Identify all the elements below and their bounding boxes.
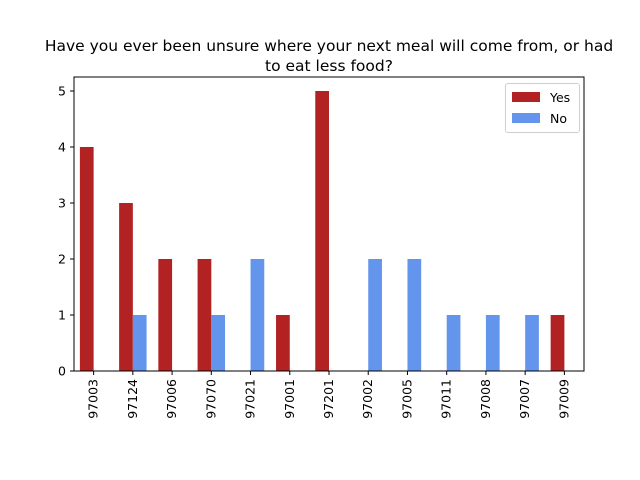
bar-yes-97201: [315, 91, 329, 371]
bar-no-97008: [485, 315, 500, 371]
bar-yes-97070: [197, 259, 212, 371]
x-tick-label-97008: 97008: [478, 379, 493, 419]
legend-item-no: No: [512, 109, 567, 127]
x-tick-label-97003: 97003: [86, 379, 101, 419]
bar-no-97005: [407, 259, 422, 371]
legend-swatch-no: [512, 113, 540, 123]
x-tick-label-97201: 97201: [321, 379, 336, 419]
x-tick-label-97007: 97007: [517, 379, 532, 419]
bar-no-97011: [446, 315, 461, 371]
chart-title-line-2: to eat less food?: [265, 57, 393, 75]
legend-label-yes: Yes: [550, 89, 571, 105]
y-tick-label-2: 2: [58, 252, 66, 267]
bar-no-97070: [211, 315, 226, 371]
bar-yes-97006: [158, 259, 173, 371]
x-tick-label-97002: 97002: [360, 379, 375, 419]
legend-swatch-yes: [512, 92, 540, 102]
x-tick-label-97001: 97001: [282, 379, 297, 419]
x-tick-label-97006: 97006: [164, 379, 179, 419]
y-tick-label-3: 3: [58, 196, 66, 211]
y-tick-label-0: 0: [58, 364, 66, 379]
x-tick-label-97005: 97005: [399, 379, 414, 419]
bar-yes-97124: [119, 203, 133, 371]
bar-yes-97003: [79, 147, 94, 371]
plot-frame: [73, 76, 585, 372]
y-tick-label-1: 1: [58, 308, 66, 323]
bar-yes-97001: [276, 315, 290, 371]
y-tick-label-4: 4: [58, 140, 66, 155]
bar-no-97002: [368, 259, 382, 371]
x-tick-label-97009: 97009: [556, 379, 571, 419]
chart-title-line-1: Have you ever been unsure where your nex…: [44, 37, 614, 55]
legend: Yes No: [505, 83, 580, 133]
y-tick-label-5: 5: [58, 84, 66, 99]
x-tick-label-97070: 97070: [203, 379, 218, 419]
legend-label-no: No: [550, 110, 567, 126]
bar-no-97021: [250, 259, 265, 371]
bar-yes-97009: [550, 315, 565, 371]
legend-item-yes: Yes: [512, 88, 570, 106]
x-tick-label-97124: 97124: [125, 379, 140, 419]
bar-no-97007: [525, 315, 539, 371]
x-tick-label-97021: 97021: [243, 379, 258, 419]
bar-no-97124: [132, 315, 147, 371]
x-tick-label-97011: 97011: [439, 379, 454, 419]
